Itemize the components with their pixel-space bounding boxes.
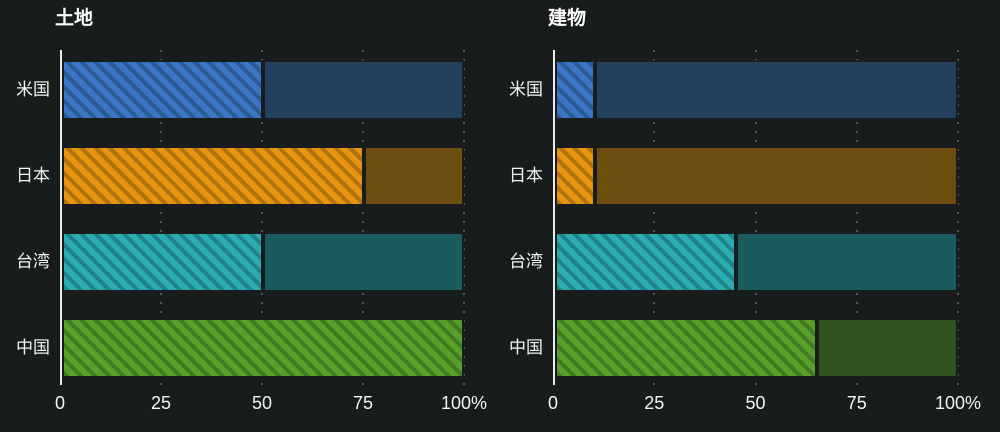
bar-segment-hatched bbox=[62, 146, 364, 206]
chart-panel-land: 土地 米国日本台湾中国 0 25 50 75 100% bbox=[16, 8, 488, 413]
bar-segment-hatched bbox=[555, 232, 737, 292]
bar-segment-hatched bbox=[62, 318, 464, 378]
bar-row bbox=[62, 146, 464, 206]
x-tick-label: 50 bbox=[251, 393, 273, 413]
x-tick-label: 100% bbox=[934, 393, 982, 413]
bar-segment-hatched bbox=[555, 60, 596, 120]
bar-row bbox=[555, 146, 958, 206]
gridline-25 bbox=[160, 50, 162, 385]
plot-area-land bbox=[60, 50, 465, 385]
gridline-75 bbox=[855, 50, 858, 385]
gridline-75 bbox=[362, 50, 364, 385]
y-axis-line bbox=[60, 50, 62, 385]
x-tick-label: 25 bbox=[644, 393, 665, 413]
bar-segment-hatched bbox=[555, 318, 817, 378]
category-label: 中国 bbox=[509, 338, 543, 357]
y-axis-line bbox=[553, 50, 555, 385]
bar-row bbox=[62, 318, 464, 378]
bar-segment-solid bbox=[263, 232, 464, 292]
bar-row bbox=[62, 60, 464, 120]
bar-segment-solid bbox=[263, 60, 464, 120]
gridline-25 bbox=[653, 50, 656, 385]
category-label: 台湾 bbox=[16, 252, 50, 271]
gridline-50 bbox=[261, 50, 263, 385]
bar-row bbox=[62, 232, 464, 292]
bar-segment-hatched bbox=[62, 232, 263, 292]
x-tick-label: 50 bbox=[745, 393, 766, 413]
bar-row bbox=[555, 318, 958, 378]
gridline-100 bbox=[463, 50, 465, 385]
chart-panel-building: 建物 米国日本台湾中国 0 25 50 75 100% bbox=[500, 0, 1000, 432]
x-tick-label: 25 bbox=[150, 393, 172, 413]
gridline-50 bbox=[754, 50, 757, 385]
bar-segment-hatched bbox=[62, 60, 263, 120]
category-label: 米国 bbox=[16, 80, 50, 99]
bar-segment-solid bbox=[595, 146, 958, 206]
category-label: 中国 bbox=[16, 338, 50, 357]
category-label: 日本 bbox=[509, 166, 543, 185]
chart-title-land: 土地 bbox=[55, 8, 94, 29]
gridline-100 bbox=[957, 50, 959, 385]
x-tick-label: 0 bbox=[54, 393, 66, 413]
chart-title-building: 建物 bbox=[548, 8, 587, 29]
category-label: 日本 bbox=[16, 166, 50, 185]
bar-segment-solid bbox=[363, 146, 464, 206]
category-label: 米国 bbox=[509, 80, 543, 99]
bar-row bbox=[555, 60, 958, 120]
bar-segment-solid bbox=[816, 318, 958, 378]
bar-segment-solid bbox=[736, 232, 958, 292]
bar-segment-solid bbox=[595, 60, 958, 120]
category-label: 台湾 bbox=[509, 252, 543, 271]
x-tick-label: 100% bbox=[440, 393, 488, 413]
x-tick-label: 75 bbox=[352, 393, 374, 413]
bar-row bbox=[555, 232, 958, 292]
x-tick-label: 75 bbox=[846, 393, 867, 413]
x-tick-label: 0 bbox=[547, 393, 559, 413]
plot-area-building bbox=[553, 50, 959, 385]
bar-segment-hatched bbox=[555, 146, 596, 206]
